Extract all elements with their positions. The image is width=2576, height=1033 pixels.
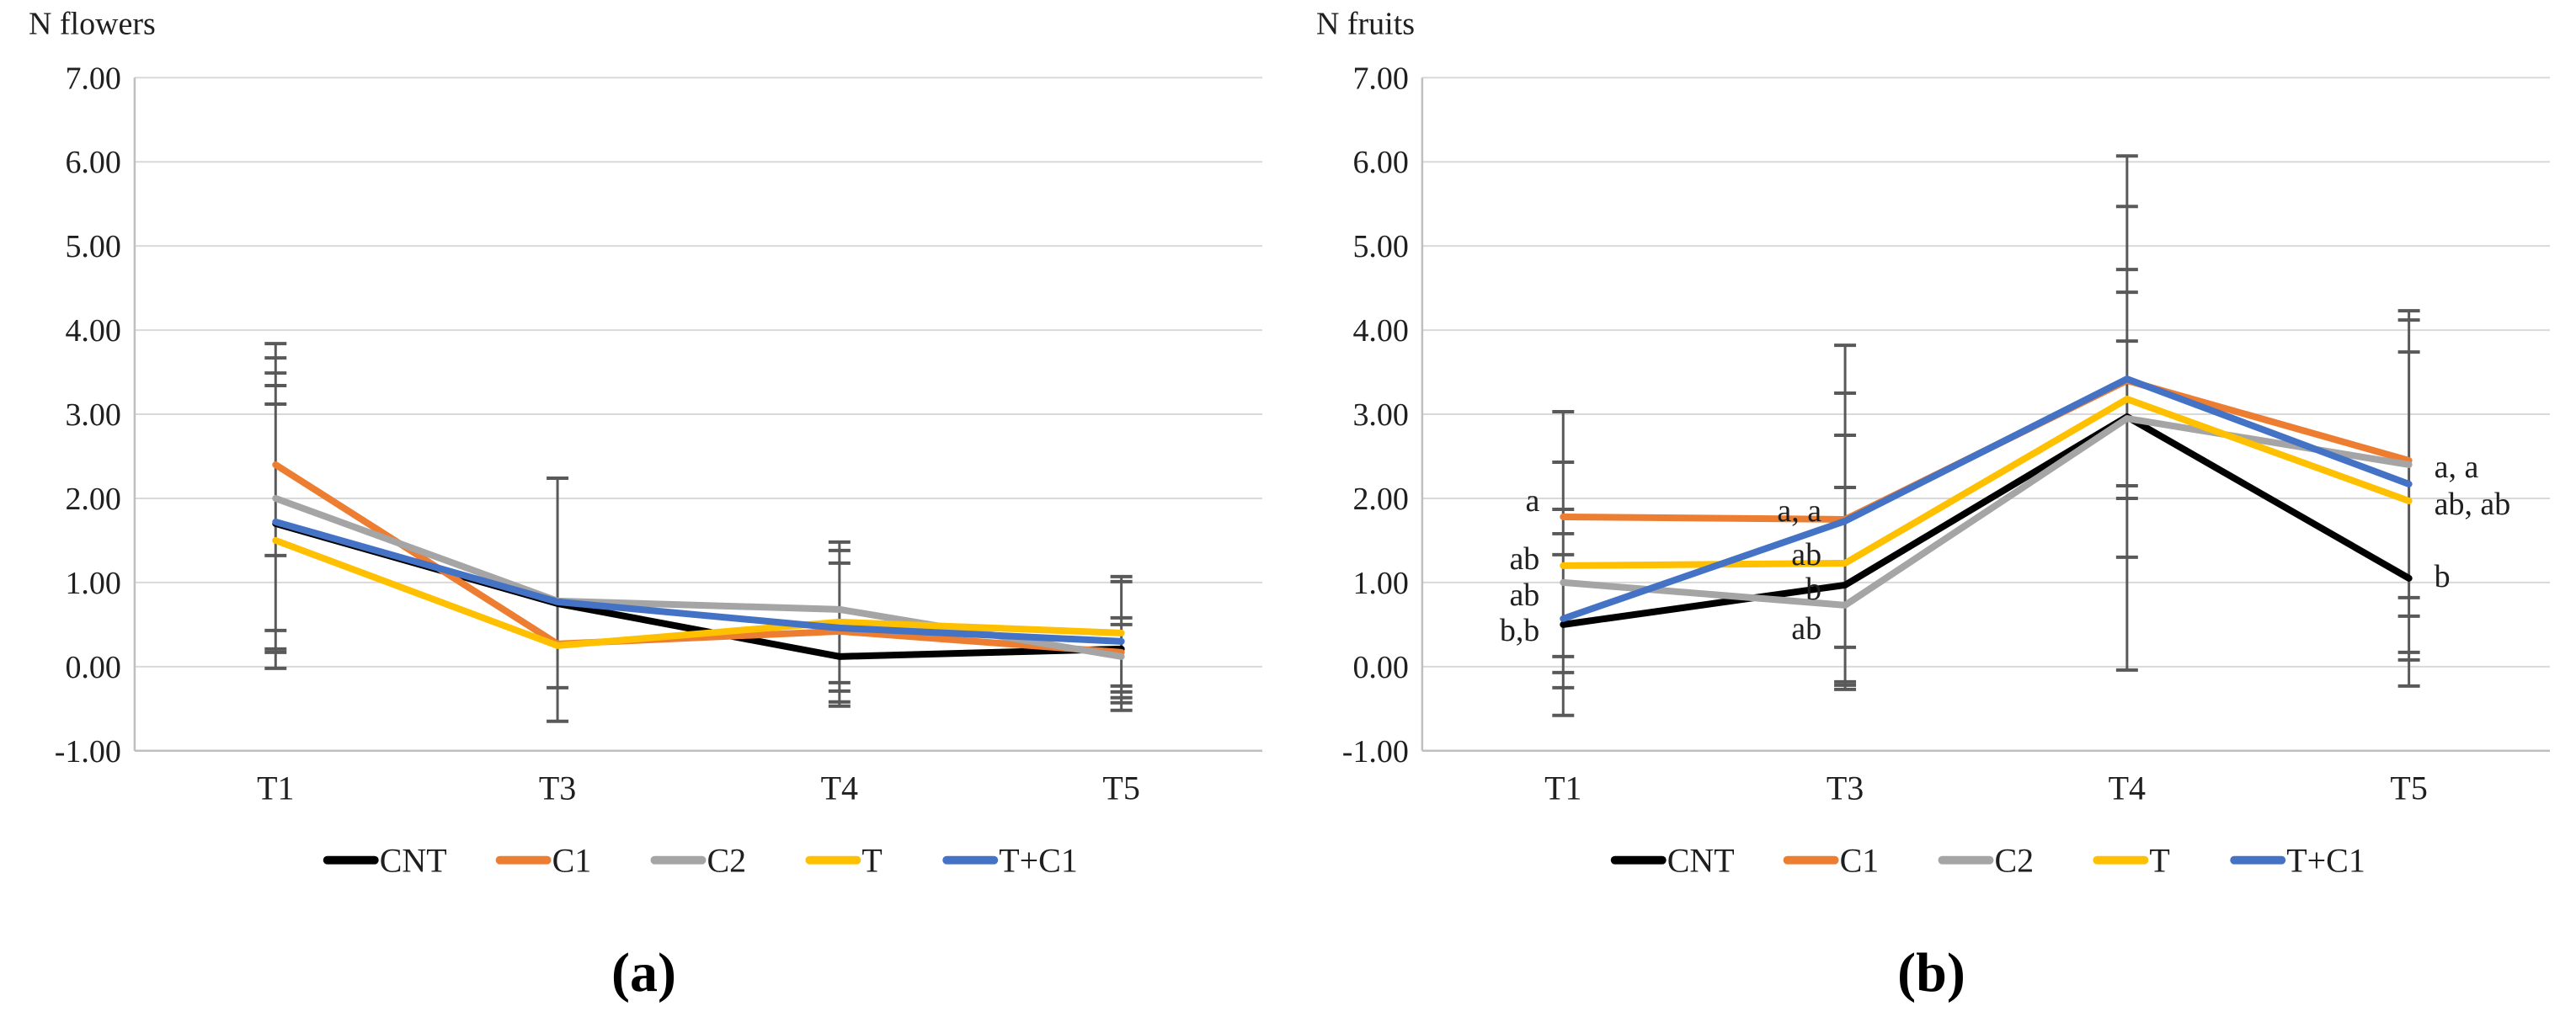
x-category-label: T1 [257,769,294,807]
error-bar [2397,309,2420,688]
y-tick-label: 1.00 [1352,566,1408,601]
y-tick-label: 3.00 [65,397,120,433]
legend-item-C1: C1 [1783,842,1880,880]
legend-label: CNT [380,842,447,880]
legend-label: C2 [707,842,746,880]
series-line-T [1560,396,2413,569]
legend-label: CNT [1667,842,1735,880]
significance-label: ab, ab [2435,487,2511,522]
legend-item-C2: C2 [1938,842,2034,880]
x-category-label: T3 [1827,769,1864,807]
y-tick-label: 2.00 [1352,482,1408,517]
series-line-CNT [1560,413,2413,628]
y-tick-label: 4.00 [65,313,120,349]
y-tick-label: -1.00 [1342,734,1409,769]
legend-item-T+C1: T+C1 [942,842,1078,880]
legend-item-CNT: CNT [323,842,447,880]
y-tick-label: 6.00 [65,145,120,180]
legend-item-T: T [2093,842,2170,880]
significance-label: b,b [1500,613,1539,648]
x-category-label: T4 [821,769,858,807]
y-tick-label: 0.00 [1352,650,1408,685]
y-tick-label: 3.00 [1352,397,1408,433]
legend-label: C2 [1994,842,2034,880]
chart-n-fruits: 7.00 6.00 5.00 4.00 3.00 2.00 1.00 0.00 -1.00 a ab… [1316,6,2551,880]
legend-item-T+C1: T+C1 [2230,842,2365,880]
y-tick-label: 7.00 [65,61,120,96]
significance-label: a, a [2435,450,2479,485]
x-category-label: T5 [1102,769,1139,807]
significance-label: b [2435,559,2451,594]
y-tick-label: 5.00 [65,229,120,264]
chart-title: N flowers [29,6,156,41]
significance-label: ab [1509,541,1539,577]
legend-item-C1: C1 [495,842,592,880]
significance-label: a [1525,483,1539,519]
panel-b: 7.00 6.00 5.00 4.00 3.00 2.00 1.00 0.00 -1.00 a ab… [1288,0,2575,1033]
chart-n-flowers: 7.00 6.00 5.00 4.00 3.00 2.00 1.00 0.00 -1.00 T1 T… [29,6,1263,880]
legend-label: C1 [1840,842,1880,880]
series-line-T+C1 [1560,375,2413,622]
panel-b-letter: (b) [1897,942,1965,1004]
legend-label: T+C1 [999,842,1078,880]
x-category-label: T4 [2109,769,2146,807]
panel-a: 7.00 6.00 5.00 4.00 3.00 2.00 1.00 0.00 -1.00 T1 T… [29,6,1263,1004]
y-tick-label: 0.00 [65,650,120,685]
y-tick-label: 6.00 [1352,145,1408,180]
y-tick-label: 4.00 [1352,313,1408,349]
y-tick-label: 7.00 [1352,61,1408,96]
significance-label: ab [1791,537,1821,572]
series-line-T+C1 [272,518,1125,645]
x-category-label: T1 [1544,769,1581,807]
significance-label: ab [1509,578,1539,613]
significance-label: a, a [1777,493,1821,529]
y-tick-label: 2.00 [65,482,120,517]
series-line-C2 [1560,415,2413,609]
chart-title: N fruits [1316,6,1415,41]
legend-label: T [2149,842,2169,880]
x-category-label: T5 [2390,769,2427,807]
x-category-label: T3 [539,769,576,807]
legend-label: T [861,842,882,880]
significance-label: b [1805,572,1821,607]
legend-label: C1 [552,842,592,880]
legend-item-C2: C2 [650,842,746,880]
error-bar [2115,154,2138,672]
legend-item-T: T [805,842,883,880]
y-tick-label: -1.00 [55,734,121,769]
panel-a-letter: (a) [611,942,676,1004]
series-line-C1 [272,461,1125,656]
legend-label: T+C1 [2286,842,2365,880]
error-bar [264,342,287,670]
y-tick-label: 5.00 [1352,229,1408,264]
y-tick-label: 1.00 [65,566,120,601]
legend-item-CNT: CNT [1610,842,1735,880]
significance-label: ab [1791,611,1821,647]
series-line-T [272,536,1125,649]
